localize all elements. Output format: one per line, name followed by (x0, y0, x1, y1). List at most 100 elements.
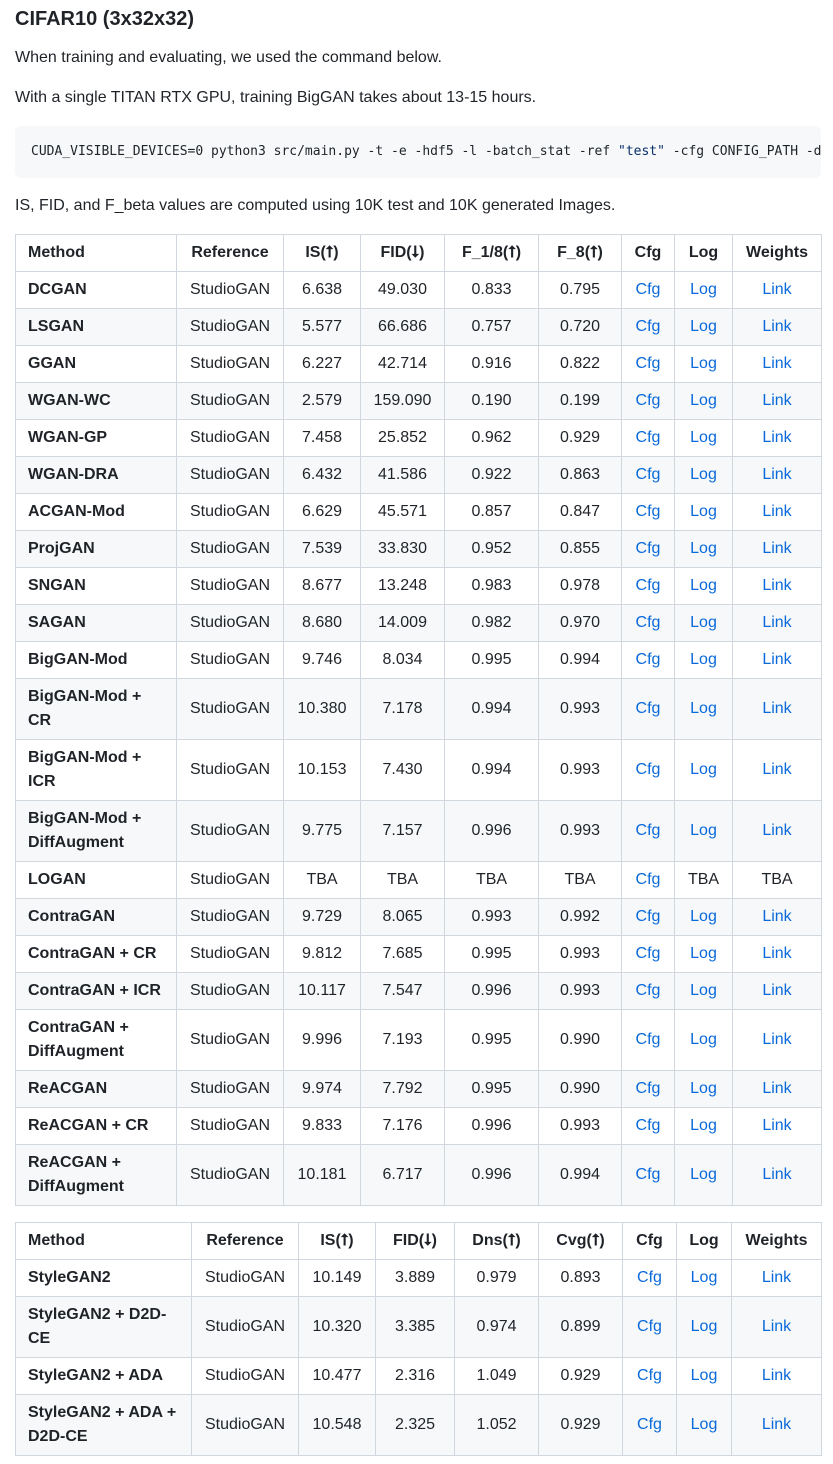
log-link[interactable]: Log (690, 318, 717, 335)
log-link[interactable]: Log (690, 1269, 718, 1286)
value-cell: Log (674, 972, 733, 1010)
cfg-link[interactable]: Cfg (635, 651, 661, 668)
weights-link[interactable]: Link (762, 651, 792, 668)
method-cell: WGAN-GP (15, 419, 177, 457)
weights-link[interactable]: Link (762, 503, 792, 520)
cfg-link[interactable]: Cfg (635, 1080, 661, 1097)
weights-link[interactable]: Link (762, 1166, 792, 1183)
weights-link[interactable]: Link (762, 392, 792, 409)
value-cell: Log (674, 530, 733, 568)
weights-link[interactable]: Link (761, 1269, 792, 1286)
value-cell: 7.157 (360, 800, 445, 862)
log-link[interactable]: Log (690, 1166, 717, 1183)
log-link[interactable]: Log (690, 1367, 718, 1384)
log-link[interactable]: Log (690, 945, 717, 962)
cfg-link[interactable]: Cfg (637, 1269, 662, 1286)
weights-link[interactable]: Link (761, 1367, 792, 1384)
value-cell: 0.990 (538, 1009, 622, 1071)
cfg-link[interactable]: Cfg (635, 1166, 661, 1183)
cfg-link[interactable]: Cfg (635, 503, 661, 520)
cfg-link[interactable]: Cfg (635, 1031, 661, 1048)
weights-link[interactable]: Link (762, 908, 792, 925)
log-link[interactable]: Log (690, 614, 717, 631)
log-link[interactable]: Log (690, 429, 717, 446)
weights-link[interactable]: Link (762, 761, 792, 778)
weights-link[interactable]: Link (762, 982, 792, 999)
table-row: DCGAN StudioGAN 6.638 49.030 0.833 0.795 Cfg Lo… (15, 271, 822, 309)
cfg-link[interactable]: Cfg (635, 466, 661, 483)
cfg-link[interactable]: Cfg (635, 281, 661, 298)
weights-link[interactable]: Link (762, 1117, 792, 1134)
cfg-link[interactable]: Cfg (635, 355, 661, 372)
weights-link[interactable]: Link (762, 577, 792, 594)
log-link[interactable]: Log (690, 1416, 718, 1433)
cfg-link[interactable]: Cfg (635, 908, 661, 925)
weights-link[interactable]: Link (761, 1416, 792, 1433)
log-link[interactable]: Log (690, 982, 717, 999)
cfg-link[interactable]: Cfg (637, 1318, 662, 1335)
value-cell: Link (731, 1259, 822, 1297)
cfg-link[interactable]: Cfg (635, 761, 661, 778)
log-link[interactable]: Log (690, 1080, 717, 1097)
log-link[interactable]: Log (690, 651, 717, 668)
weights-link[interactable]: Link (762, 700, 792, 717)
log-link[interactable]: Log (690, 281, 717, 298)
log-link[interactable]: Log (690, 540, 717, 557)
value-cell: 0.929 (538, 419, 622, 457)
weights-link[interactable]: Link (762, 318, 792, 335)
cfg-link[interactable]: Cfg (635, 614, 661, 631)
weights-link[interactable]: Link (762, 1031, 792, 1048)
cfg-link[interactable]: Cfg (637, 1416, 662, 1433)
value-cell: 0.893 (538, 1259, 623, 1297)
weights-link[interactable]: Link (762, 614, 792, 631)
log-link[interactable]: Log (690, 1318, 718, 1335)
value-cell: 10.181 (283, 1144, 361, 1206)
weights-link[interactable]: Link (762, 355, 792, 372)
command-code-block[interactable]: CUDA_VISIBLE_DEVICES=0 python3 src/main.… (15, 126, 821, 178)
log-link[interactable]: Log (690, 761, 717, 778)
cfg-link[interactable]: Cfg (635, 318, 661, 335)
weights-link[interactable]: Link (762, 429, 792, 446)
weights-link[interactable]: Link (761, 1318, 792, 1335)
weights-link[interactable]: Link (762, 822, 792, 839)
cfg-link[interactable]: Cfg (635, 822, 661, 839)
log-link[interactable]: Log (690, 355, 717, 372)
cfg-link[interactable]: Cfg (635, 700, 661, 717)
log-link[interactable]: Log (690, 700, 717, 717)
log-link[interactable]: Log (690, 1031, 717, 1048)
log-link[interactable]: Log (690, 1117, 717, 1134)
cfg-link[interactable]: Cfg (635, 392, 661, 409)
method-cell: StyleGAN2 + D2D-CE (15, 1296, 192, 1358)
cfg-link[interactable]: Cfg (635, 871, 661, 888)
column-header: Cfg (622, 1222, 677, 1260)
value-cell: 9.974 (283, 1070, 361, 1108)
cfg-link[interactable]: Cfg (635, 1117, 661, 1134)
weights-link[interactable]: Link (762, 466, 792, 483)
value-cell: 41.586 (360, 456, 445, 494)
cfg-link[interactable]: Cfg (637, 1367, 662, 1384)
log-link[interactable]: Log (690, 466, 717, 483)
weights-link[interactable]: Link (762, 1080, 792, 1097)
method-cell: ACGAN-Mod (15, 493, 177, 531)
log-link[interactable]: Log (690, 822, 717, 839)
value-cell: StudioGAN (176, 308, 284, 346)
value-cell: Link (732, 1009, 822, 1071)
value-cell: Log (674, 1070, 733, 1108)
cfg-link[interactable]: Cfg (635, 429, 661, 446)
weights-link[interactable]: Link (762, 540, 792, 557)
log-link[interactable]: Log (690, 392, 717, 409)
value-cell: 0.993 (538, 935, 622, 973)
log-link[interactable]: Log (690, 503, 717, 520)
weights-link[interactable]: Link (762, 281, 792, 298)
cfg-link[interactable]: Cfg (635, 982, 661, 999)
value-cell: TBA (444, 861, 539, 899)
value-cell: 9.746 (283, 641, 361, 679)
cfg-link[interactable]: Cfg (635, 945, 661, 962)
cfg-link[interactable]: Cfg (635, 577, 661, 594)
weights-link[interactable]: Link (762, 945, 792, 962)
log-link[interactable]: Log (690, 577, 717, 594)
value-cell: Link (732, 493, 822, 531)
log-link[interactable]: Log (690, 908, 717, 925)
value-cell: 14.009 (360, 604, 445, 642)
cfg-link[interactable]: Cfg (635, 540, 661, 557)
